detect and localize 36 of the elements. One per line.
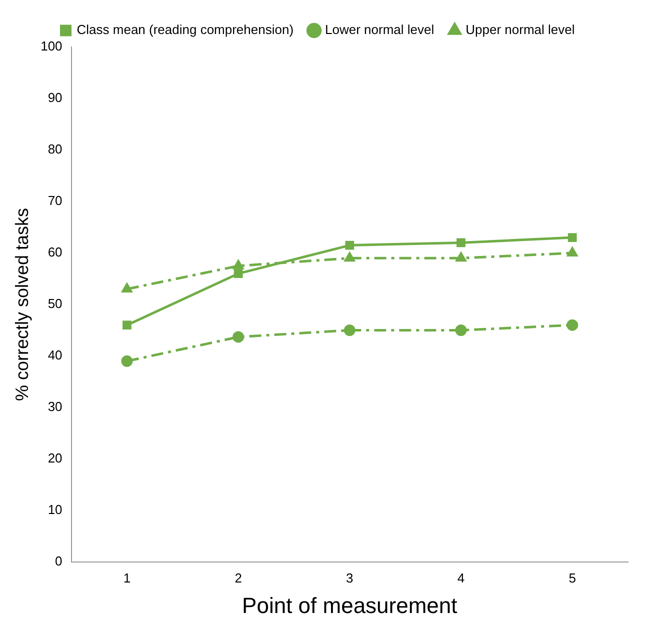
y-tick-label: 100 [40, 38, 62, 54]
x-tick-label: 3 [346, 570, 354, 586]
point [345, 240, 354, 250]
y-tick-label: 30 [48, 399, 62, 414]
point [566, 319, 578, 331]
point [232, 331, 244, 343]
x-tick-label: 4 [457, 570, 465, 586]
point [121, 355, 133, 367]
x-tick-label: 1 [123, 570, 131, 586]
point [567, 247, 578, 256]
y-tick-label: 90 [48, 90, 62, 106]
y-tick-label: 20 [48, 450, 62, 466]
legend-label: Lower normal level [325, 22, 434, 38]
x-tick-label: 5 [568, 570, 576, 586]
x-axis-title: Point of measurement [242, 592, 458, 618]
x-tick-label: 2 [234, 570, 242, 586]
y-tick-label: 40 [48, 348, 62, 363]
point [455, 324, 467, 336]
legend-label: Class mean (reading comprehension) [76, 22, 294, 38]
point [344, 324, 356, 336]
y-tick-label: 80 [48, 142, 62, 157]
y-tick-label: 50 [48, 296, 62, 312]
legend-label: Upper normal level [466, 22, 575, 38]
point [233, 260, 244, 270]
y-tick-label: 60 [48, 244, 62, 260]
y-tick-label: 0 [55, 554, 62, 569]
point [122, 320, 132, 330]
y-tick-label: 70 [48, 193, 62, 208]
y-tick-label: 10 [48, 502, 62, 518]
point [456, 238, 466, 248]
point [344, 252, 355, 262]
point [568, 233, 577, 242]
y-axis-title: % correctly solved tasks [12, 208, 32, 402]
point [234, 269, 243, 278]
point [122, 283, 132, 293]
point [456, 252, 466, 262]
